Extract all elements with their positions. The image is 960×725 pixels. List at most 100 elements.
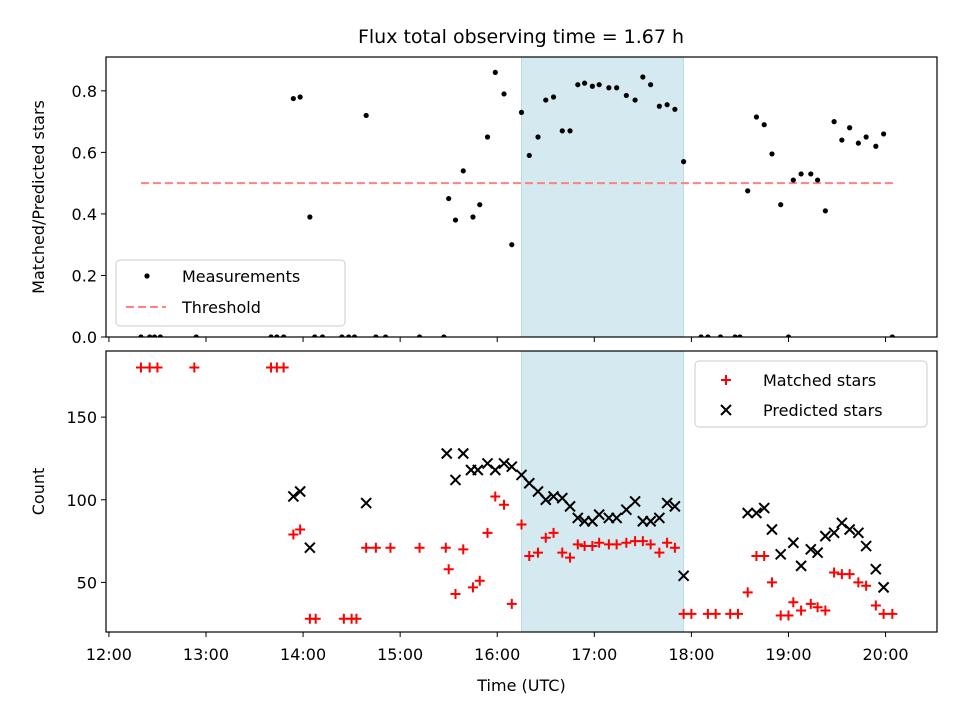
matched-point-59 (783, 610, 794, 621)
top-point-71 (863, 134, 869, 140)
predicted-point-25 (610, 512, 623, 524)
top-point-46 (648, 82, 654, 88)
top-point-60 (778, 202, 784, 208)
top-point-53 (717, 334, 724, 337)
predicted-point-30 (653, 512, 666, 524)
top-point-19 (416, 334, 423, 337)
top-point-59 (769, 151, 775, 157)
predicted-point-6 (457, 447, 469, 460)
predicted-point-42 (811, 546, 824, 559)
top-point-44 (632, 97, 638, 103)
top-point-14 (346, 334, 352, 337)
bottom-xtick-label-7: 19:00 (765, 645, 811, 664)
top-y-axis-title: Matched/Predicted stars (29, 100, 48, 294)
top-point-66 (822, 208, 828, 214)
top-shaded-span (521, 57, 684, 337)
matched-point-72 (887, 608, 898, 619)
top-point-43 (623, 92, 629, 99)
matched-point-26 (499, 499, 510, 510)
predicted-point-19 (564, 500, 576, 513)
top-point-18 (382, 334, 389, 337)
matched-point-71 (878, 608, 889, 619)
top-point-73 (881, 131, 887, 137)
bottom-axes-frame (105, 350, 938, 633)
matched-point-25 (490, 491, 501, 502)
matched-point-57 (766, 577, 777, 588)
predicted-point-2 (304, 541, 316, 554)
top-point-27 (492, 69, 498, 75)
top-legend: Measurements Threshold (115, 259, 346, 327)
top-point-30 (518, 109, 525, 115)
top-point-1 (147, 334, 153, 337)
top-point-42 (614, 85, 620, 91)
predicted-point-40 (795, 560, 807, 572)
bottom-shaded-span (521, 351, 684, 632)
top-plot-area (138, 57, 895, 337)
top-point-72 (873, 143, 879, 149)
predicted-point-48 (860, 540, 872, 552)
top-axes-frame (105, 56, 938, 338)
matched-point-67 (844, 569, 855, 580)
predicted-point-12 (506, 460, 518, 473)
predicted-point-1 (294, 485, 306, 498)
matched-point-70 (870, 600, 881, 611)
top-point-56 (745, 188, 751, 194)
matched-point-40 (611, 539, 622, 550)
top-point-9 (297, 94, 303, 100)
top-point-11 (312, 334, 318, 337)
top-point-20 (441, 334, 447, 337)
bottom-panel: 50 100 150 12:00 13:00 14:00 15:00 16:00 17:00 18… (29, 350, 938, 695)
top-point-2 (151, 334, 158, 337)
top-point-15 (351, 334, 358, 337)
matched-point-8 (295, 524, 306, 535)
top-point-64 (808, 171, 814, 177)
top-point-57 (753, 114, 760, 120)
top-point-22 (452, 217, 459, 223)
top-point-67 (831, 119, 837, 125)
matched-point-43 (637, 536, 648, 547)
top-panel: 0.0 0.2 0.4 0.6 0.8 Matched/Predicted stars Me… (29, 56, 938, 347)
bottom-legend-box (694, 360, 928, 428)
matched-point-32 (548, 527, 559, 538)
top-point-74 (889, 334, 895, 337)
top-point-47 (656, 103, 662, 109)
top-point-34 (550, 94, 557, 100)
predicted-point-38 (774, 548, 787, 561)
top-legend-box (115, 259, 346, 327)
top-point-17 (373, 334, 379, 337)
top-point-33 (543, 97, 549, 103)
x-axis-title: Time (UTC) (476, 676, 565, 695)
matched-point-34 (565, 552, 576, 563)
predicted-point-50 (877, 581, 890, 594)
predicted-point-27 (629, 495, 641, 508)
top-point-65 (814, 177, 821, 183)
legend-predicted-marker (720, 404, 732, 416)
top-point-26 (484, 134, 491, 140)
top-point-51 (698, 334, 704, 337)
predicted-point-17 (547, 490, 560, 503)
predicted-point-3 (360, 497, 372, 509)
bottom-ytick-label-0: 50 (77, 573, 97, 592)
predicted-point-26 (620, 503, 633, 516)
predicted-point-23 (593, 508, 605, 521)
matched-point-27 (506, 598, 517, 609)
matched-point-24 (482, 527, 493, 538)
chart-title: Flux total observing time = 1.67 h (358, 26, 684, 48)
predicted-point-5 (449, 474, 462, 486)
matched-point-46 (662, 537, 673, 548)
matched-point-62 (805, 598, 816, 609)
matched-point-33 (557, 547, 568, 558)
bottom-xtick-label-3: 15:00 (377, 645, 423, 664)
top-point-29 (509, 242, 515, 248)
matched-point-68 (853, 577, 864, 588)
top-point-61 (785, 334, 792, 337)
matched-point-18 (440, 542, 451, 553)
top-point-70 (855, 140, 861, 146)
bottom-xtick-label-4: 16:00 (474, 645, 520, 664)
matched-point-7 (288, 529, 299, 540)
matched-point-19 (443, 564, 454, 575)
top-point-8 (290, 95, 296, 102)
matched-point-28 (516, 519, 527, 530)
matched-point-3 (189, 362, 200, 373)
